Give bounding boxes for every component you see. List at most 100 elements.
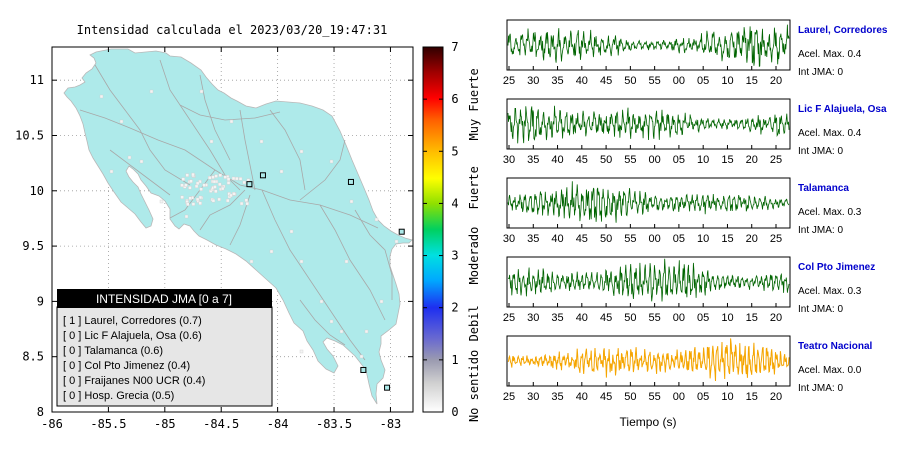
town-marker: [245, 201, 249, 206]
road: [269, 109, 306, 191]
town-marker: [109, 169, 114, 174]
town-marker: [213, 185, 217, 189]
town-marker: [379, 299, 384, 304]
town-marker: [226, 198, 230, 203]
jma-intensity-label: Int JMA: 0: [798, 383, 843, 394]
town-marker: [289, 229, 294, 234]
waveform-x-tick-label: 05: [697, 391, 709, 403]
waveform-x-tick-label: 05: [673, 233, 685, 245]
town-marker: [214, 189, 218, 194]
colorbar-intensity-label: Fuerte: [467, 166, 481, 209]
town-marker: [229, 119, 234, 124]
station-marker: [259, 172, 266, 179]
jma-intensity-label: Int JMA: 0: [798, 304, 843, 315]
intensity-colorbar: 0 1 2 3 4 5 6 7 No sentido Debil Moderado Fuerte Mu…: [422, 40, 481, 422]
waveform-x-tick-label: 15: [746, 312, 758, 324]
legend-item: [ 0 ] Lic F Alajuela, Osa (0.6): [63, 330, 202, 342]
legend-header: [57, 289, 272, 308]
waveform-x-tick-label: 00: [649, 154, 661, 166]
town-marker: [269, 249, 274, 254]
station-name: Talamanca: [798, 183, 849, 194]
waveform-x-tick-label: 35: [551, 391, 563, 403]
town-marker: [211, 175, 215, 179]
map-x-tick-label: -86: [41, 417, 63, 431]
accel-max-label: Acel. Max. 0.3: [798, 286, 862, 297]
waveform-x-tick-label: 35: [527, 154, 539, 166]
road: [261, 189, 366, 361]
waveform-x-tick-label: 20: [746, 154, 758, 166]
waveform-trace: [507, 24, 790, 67]
town-marker: [195, 197, 200, 202]
waveform-x-tick-label: 20: [770, 391, 782, 403]
town-marker: [139, 159, 144, 164]
town-marker: [212, 179, 217, 184]
town-marker: [99, 94, 104, 99]
jma-intensity-label: Int JMA: 0: [798, 67, 843, 78]
town-marker: [229, 193, 233, 198]
town-marker: [180, 183, 184, 187]
town-marker: [223, 175, 227, 179]
waveform-x-tick-label: 50: [624, 75, 636, 87]
town-marker: [218, 182, 222, 187]
colorbar-scale: [422, 46, 444, 413]
legend-title: INTENSIDAD JMA [0 a 7]: [96, 292, 232, 306]
waveform-x-tick-label: 55: [649, 391, 661, 403]
town-marker: [394, 239, 399, 244]
waveform-x-tick-label: 55: [624, 233, 636, 245]
waveform-x-tick-label: 00: [649, 233, 661, 245]
accel-max-label: Acel. Max. 0.4: [798, 128, 862, 139]
town-marker: [339, 329, 344, 334]
town-marker: [319, 299, 324, 304]
station-marker: [398, 228, 405, 235]
waveform-x-tick-label: 30: [503, 233, 515, 245]
waveform-x-tick-label: 25: [770, 154, 782, 166]
costa-rica-landmass: [63, 48, 413, 405]
road: [299, 299, 346, 346]
waveform-x-tick-label: 30: [503, 154, 515, 166]
waveform-trace: [508, 258, 790, 302]
waveform-x-tick-label: 10: [721, 391, 733, 403]
station-marker: [384, 384, 391, 391]
intensity-legend: INTENSIDAD JMA [0 a 7] [ 1 ] Laurel, Cor…: [56, 289, 273, 407]
road: [199, 74, 231, 161]
station-name: Col Pto Jimenez: [798, 262, 875, 273]
waveform-x-tick-label: 15: [721, 233, 733, 245]
legend-body: [56, 306, 273, 407]
waveform-x-tick-label: 10: [697, 233, 709, 245]
waveform-x-tick-label: 45: [600, 312, 612, 324]
town-marker: [226, 181, 231, 185]
waveform-x-tick-label: 45: [576, 154, 588, 166]
town-marker: [199, 187, 203, 191]
waveform-x-tick-label: 10: [697, 154, 709, 166]
waveform-x-tick-label: 35: [551, 75, 563, 87]
colorbar-tick-label: 0: [451, 405, 458, 419]
waveform-x-tick-label: 05: [697, 75, 709, 87]
accel-max-label: Acel. Max. 0.3: [798, 207, 862, 218]
town-marker: [202, 183, 206, 187]
map-y-tick-label: 8: [37, 405, 44, 419]
waveform-x-tick-label: 55: [649, 75, 661, 87]
town-marker: [238, 177, 243, 181]
town-marker: [220, 186, 225, 191]
colorbar-tick-label: 1: [451, 353, 458, 367]
town-marker: [127, 155, 132, 160]
waveform-x-tick-label: 50: [624, 312, 636, 324]
waveform-x-tick-label: 05: [673, 154, 685, 166]
waveform-x-tick-label: 50: [600, 154, 612, 166]
waveform-x-tick-label: 20: [770, 75, 782, 87]
waveform-x-tick-label: 10: [721, 75, 733, 87]
waveform-x-tick-label: 00: [673, 391, 685, 403]
town-marker: [218, 173, 223, 177]
map-x-tick-label: -85: [154, 417, 176, 431]
town-marker: [184, 183, 188, 187]
waveform-panels: 25 30 35 40 45 50 55 00 05 10 15 20 Laurel, Corredor…: [503, 19, 888, 403]
map-y-tick-label: 9: [37, 294, 44, 308]
waveform-x-tick-label: 40: [551, 233, 563, 245]
map-x-tick-label: -83.5: [316, 417, 352, 431]
station-name: Lic F Alajuela, Osa: [798, 104, 887, 115]
waveform-x-tick-label: 45: [600, 391, 612, 403]
town-marker: [194, 184, 199, 189]
town-marker: [189, 179, 193, 183]
town-marker: [242, 180, 246, 185]
station-marker: [360, 366, 367, 373]
